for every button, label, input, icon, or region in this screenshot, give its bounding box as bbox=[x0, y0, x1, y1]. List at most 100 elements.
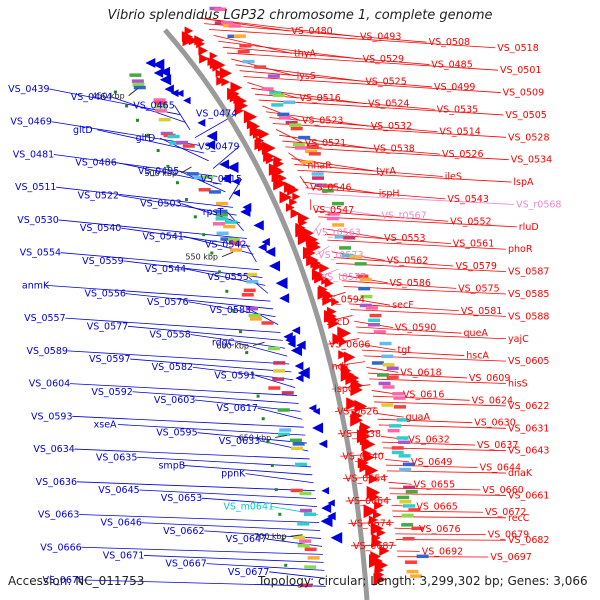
gene-label: VS_0480 bbox=[291, 26, 332, 37]
leader-line bbox=[69, 383, 297, 396]
forward-gene-mark bbox=[221, 77, 231, 87]
annotation-block bbox=[397, 495, 410, 500]
gc-tick bbox=[185, 198, 189, 202]
gene-label: VS_0508 bbox=[429, 37, 470, 48]
leader-line bbox=[362, 349, 465, 356]
gene-label: VS_0543 bbox=[447, 194, 488, 205]
gene-label: VS_r0573 bbox=[318, 250, 363, 261]
gene-label: VS_0606 bbox=[329, 339, 370, 350]
leader-line bbox=[188, 301, 276, 318]
gc-tick bbox=[261, 417, 265, 421]
gc-tick bbox=[225, 289, 229, 293]
reverse-gene-mark bbox=[253, 220, 264, 231]
leader-line bbox=[174, 105, 191, 131]
leader-line bbox=[111, 96, 186, 123]
gene-label: VS_0526 bbox=[442, 149, 483, 160]
reverse-gene-mark bbox=[152, 58, 165, 71]
annotation-block bbox=[245, 306, 258, 311]
annotation-block bbox=[249, 317, 262, 321]
gene-label: VS_0528 bbox=[508, 132, 549, 143]
gene-label: VS_0671 bbox=[103, 550, 144, 561]
leader-line bbox=[372, 395, 470, 401]
annotation-block bbox=[373, 330, 386, 334]
forward-gene-mark bbox=[312, 261, 323, 272]
annotation-block bbox=[300, 160, 313, 164]
leader-line bbox=[255, 375, 296, 389]
reverse-gene-mark bbox=[240, 206, 251, 217]
gene-label: gltD bbox=[73, 125, 93, 136]
gene-label: VS_0464 bbox=[71, 92, 112, 103]
gene-label: VS_0553 bbox=[384, 233, 425, 244]
leader-line bbox=[81, 546, 323, 555]
leader-line bbox=[341, 280, 457, 289]
annotation-block bbox=[315, 183, 328, 187]
gc-tick bbox=[238, 330, 242, 334]
reverse-gene-mark bbox=[321, 486, 330, 495]
annotation-block bbox=[359, 277, 372, 282]
forward-gene-mark bbox=[278, 174, 287, 183]
forward-gene-mark bbox=[279, 191, 292, 204]
forward-gene-mark bbox=[235, 106, 244, 115]
gene-label: VS_0674 bbox=[350, 518, 391, 529]
gene-label: VS_0522 bbox=[78, 190, 119, 201]
leader-line bbox=[385, 464, 478, 468]
gene-label: rdgC bbox=[212, 338, 235, 349]
reverse-gene-mark bbox=[219, 159, 230, 170]
gene-label: VS_0591 bbox=[214, 370, 255, 381]
annotation-block bbox=[278, 116, 291, 120]
leader-line bbox=[342, 476, 388, 480]
reverse-gene-mark bbox=[308, 404, 317, 412]
leader-line bbox=[360, 343, 396, 351]
annotation-block bbox=[201, 175, 214, 179]
gc-tick bbox=[146, 133, 150, 137]
gene-label: VS_0595 bbox=[156, 428, 197, 439]
annotation-block bbox=[354, 262, 367, 266]
annotation-block bbox=[281, 391, 294, 395]
leader-line bbox=[366, 366, 399, 373]
forward-gene-mark bbox=[292, 192, 301, 201]
gc-tick bbox=[218, 270, 222, 274]
forward-gene-mark bbox=[359, 461, 371, 473]
forward-gene-mark bbox=[319, 263, 330, 274]
leader-line bbox=[141, 522, 321, 531]
gene-label: VS_0616 bbox=[403, 390, 444, 401]
leader-line bbox=[384, 458, 410, 463]
annotation-block bbox=[223, 224, 236, 229]
annotation-block bbox=[214, 21, 227, 25]
forward-gene-mark bbox=[265, 155, 275, 165]
forward-gene-mark bbox=[184, 26, 194, 36]
leader-line bbox=[257, 407, 303, 420]
annotation-block bbox=[289, 438, 302, 443]
annotation-block bbox=[393, 396, 406, 400]
leader-line bbox=[206, 563, 325, 571]
gene-label: VS_0516 bbox=[299, 93, 340, 104]
leader-line bbox=[313, 222, 321, 233]
leader-line bbox=[118, 424, 306, 436]
gene-label: VS_0646 bbox=[101, 518, 142, 529]
gene-label: VS_0586 bbox=[389, 278, 430, 289]
forward-gene-mark bbox=[212, 58, 226, 72]
gene-label: VS_0692 bbox=[422, 546, 463, 557]
forward-gene-mark bbox=[343, 351, 356, 363]
gene-label: VS_0581 bbox=[461, 306, 502, 317]
leader-line bbox=[181, 203, 241, 224]
leader-line bbox=[269, 117, 438, 133]
gene-label: VS_0532 bbox=[371, 121, 412, 132]
annotation-block bbox=[371, 361, 384, 365]
gene-label: VS_0678 bbox=[43, 575, 84, 586]
reverse-gene-mark bbox=[290, 344, 303, 357]
leader-line bbox=[190, 334, 286, 349]
reverse-gene-mark bbox=[197, 118, 206, 127]
reverse-gene-mark bbox=[287, 339, 296, 348]
annotation-block bbox=[405, 489, 418, 494]
annotation-block bbox=[326, 216, 339, 221]
gene-label: VS_0557 bbox=[24, 313, 65, 324]
kbp-label: 450 kbp bbox=[92, 92, 125, 101]
annotation-block bbox=[381, 354, 394, 359]
annotation-block bbox=[176, 140, 189, 145]
gene-label: VS_0660 bbox=[482, 485, 523, 496]
gene-label: smpB bbox=[158, 460, 185, 471]
gene-label: VS_0647 bbox=[226, 534, 267, 545]
annotation-block bbox=[404, 560, 417, 564]
annotation-block bbox=[160, 131, 173, 136]
